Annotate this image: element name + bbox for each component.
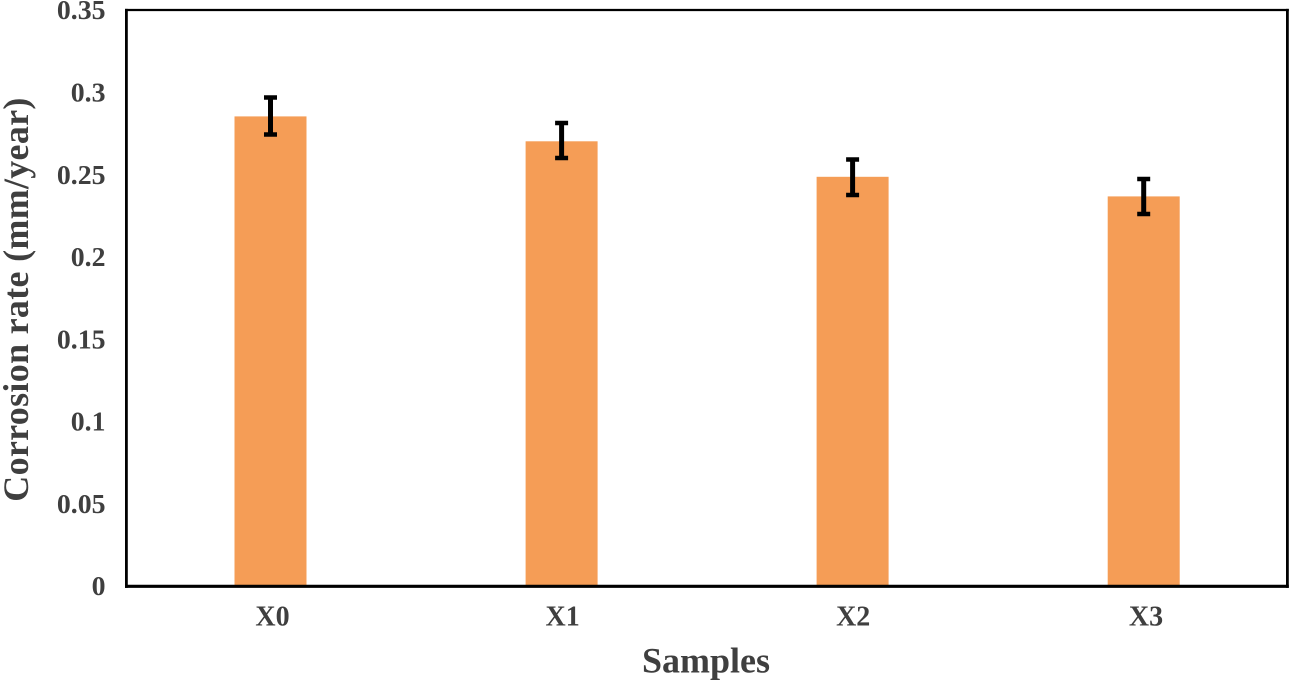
- svg-text:Samples: Samples: [642, 641, 770, 681]
- svg-text:0.35: 0.35: [57, 0, 106, 26]
- svg-text:0.2: 0.2: [71, 242, 106, 273]
- svg-text:0.15: 0.15: [57, 324, 106, 355]
- svg-text:0.3: 0.3: [71, 78, 106, 109]
- svg-text:X3: X3: [1129, 602, 1163, 633]
- svg-text:X0: X0: [255, 602, 289, 633]
- svg-text:0.1: 0.1: [71, 407, 106, 438]
- svg-text:X2: X2: [836, 602, 870, 633]
- svg-text:0.25: 0.25: [57, 160, 106, 191]
- svg-text:0.05: 0.05: [57, 489, 106, 520]
- svg-text:0: 0: [92, 571, 106, 602]
- svg-text:Corrosion rate (mm/year): Corrosion rate (mm/year): [0, 97, 36, 501]
- svg-text:X1: X1: [545, 602, 579, 633]
